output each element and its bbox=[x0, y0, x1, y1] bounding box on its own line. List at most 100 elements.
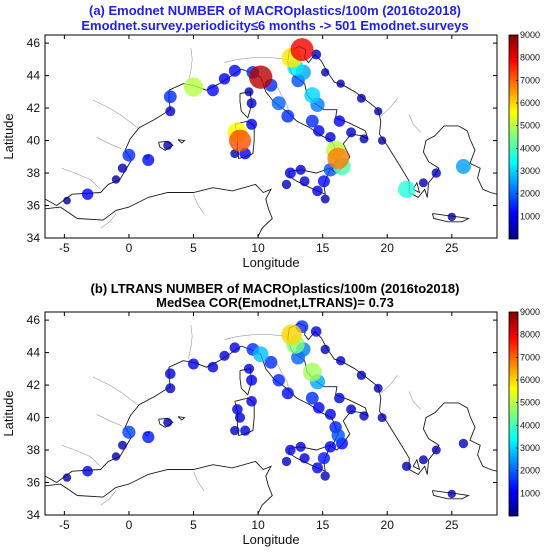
panel-b-x-tick-label: 25 bbox=[445, 518, 459, 532]
panel-b-data-point bbox=[312, 462, 323, 474]
panel-b-data-point bbox=[334, 392, 345, 404]
panel-b-data-point bbox=[118, 440, 127, 450]
panel-a-data-point bbox=[218, 73, 231, 85]
panel-a-x-tick-label: 10 bbox=[251, 241, 265, 255]
panel-b-data-point bbox=[246, 374, 258, 386]
panel-a-data-point bbox=[333, 115, 346, 127]
panel-b-data-point bbox=[320, 344, 330, 355]
panel-b-river-0 bbox=[61, 444, 101, 467]
panel-b-colorbar-tick-label: 5000 bbox=[520, 398, 540, 408]
panel-a-y-tick-label: 36 bbox=[27, 199, 41, 213]
panel-a-coastline-2 bbox=[288, 167, 332, 195]
panel-b-y-tick-label: 40 bbox=[27, 411, 41, 425]
panel-a-x-axis-label: Longitude bbox=[242, 255, 299, 270]
panel-b-data-point bbox=[458, 438, 469, 449]
panel-b-colorbar-tick-label: 6000 bbox=[520, 375, 540, 385]
panel-a-data-point bbox=[81, 188, 94, 200]
panel-b-data-point bbox=[188, 358, 199, 370]
panel-b-y-tick-label: 38 bbox=[27, 443, 41, 457]
panel-a-data-point bbox=[311, 49, 322, 60]
panel-b-coastline-1 bbox=[45, 460, 273, 514]
panel-b-data-point bbox=[418, 455, 428, 465]
panel-a-colorbar-tick-label: 6000 bbox=[520, 98, 540, 108]
panel-a-coastline-8 bbox=[431, 213, 471, 223]
panel-b-y-tick-label: 34 bbox=[27, 508, 41, 522]
panel-a-colorbar bbox=[508, 34, 519, 240]
panel-b-data-point bbox=[317, 452, 330, 465]
panel-b-data-point bbox=[299, 453, 310, 464]
panel-a-y-tick-label: 44 bbox=[27, 69, 41, 83]
panel-a-data-point bbox=[246, 118, 258, 130]
panel-a-data-point bbox=[244, 87, 254, 97]
panel-a-data-point bbox=[111, 175, 121, 184]
panel-b-data-point bbox=[313, 402, 325, 414]
panel-a-data-point bbox=[356, 93, 366, 103]
panel-a-colorbar-tick-label: 3000 bbox=[520, 166, 540, 176]
panel-a-data-point bbox=[142, 154, 155, 166]
panel-a-data-point bbox=[165, 106, 176, 117]
panel-a-y-axis-label: Latitude bbox=[1, 113, 16, 159]
panel-a-data-point bbox=[206, 84, 219, 97]
panel-a-data-point bbox=[246, 98, 257, 109]
panel-b-river-3 bbox=[188, 324, 193, 360]
panel-b-data-point bbox=[324, 441, 337, 453]
panel-a-y-tick-label: 42 bbox=[27, 101, 41, 115]
panel-a-data-point bbox=[299, 176, 310, 187]
panel-a-x-tick-label: 5 bbox=[190, 241, 197, 255]
panel-b-river-7 bbox=[408, 391, 422, 410]
panel-b-coastline-2 bbox=[288, 444, 332, 472]
panel-b-data-point bbox=[252, 346, 269, 363]
panel-a-data-point bbox=[312, 185, 323, 197]
panel-a-data-point bbox=[117, 163, 128, 173]
panel-a-data-point bbox=[163, 140, 173, 150]
panel-a-river-2 bbox=[92, 99, 140, 130]
panel-a-plot-area bbox=[45, 35, 497, 238]
panel-a-colorbar-tick-label: 5000 bbox=[520, 121, 540, 131]
panel-a-river-1 bbox=[96, 137, 122, 149]
panel-a-data-point bbox=[398, 180, 416, 198]
panel-b-data-point bbox=[165, 383, 176, 394]
panel-a-data-point bbox=[228, 64, 241, 77]
panel-b-data-point bbox=[447, 489, 456, 499]
panel-b-data-point bbox=[230, 425, 240, 436]
panel-a-y-tick-label: 40 bbox=[27, 134, 41, 148]
panel-b-colorbar-tick-label: 3000 bbox=[520, 443, 540, 453]
panel-a-x-tick-label: 0 bbox=[126, 241, 133, 255]
panel-b-plot: -5 0 5 10 15 20 25 34 36 38 40 42 44 46 Longitude Latit… bbox=[1, 307, 540, 547]
panel-b-data-point bbox=[295, 441, 306, 452]
panel-a-x-tick-label: 15 bbox=[316, 241, 330, 255]
panel-b-y-axis-label: Latitude bbox=[1, 390, 16, 436]
panel-a-data-point bbox=[229, 129, 251, 152]
panel-a-data-point bbox=[447, 212, 456, 222]
panel-b-data-point bbox=[359, 411, 369, 421]
panel-a-x-tick-label: -5 bbox=[59, 241, 70, 255]
panel-b-data-point bbox=[142, 430, 155, 444]
panel-a-colorbar-tick-label: 8000 bbox=[520, 53, 540, 63]
panel-a-data-point bbox=[377, 136, 387, 145]
panel-b-data-point bbox=[281, 387, 294, 400]
panel-a-data-point bbox=[271, 96, 286, 111]
panel-b-title: (b) LTRANS NUMBER of MACROplastics/100m … bbox=[91, 281, 460, 296]
panel-b-river-2 bbox=[92, 376, 140, 407]
panel-a-subtitle: Emodnet.survey.periodicity≤6 months -> 5… bbox=[81, 18, 468, 33]
panel-a-data-point bbox=[284, 167, 296, 179]
panel-a-data-point bbox=[320, 194, 330, 204]
panel-a-data-point bbox=[455, 159, 471, 174]
panel-a-data-point bbox=[230, 149, 240, 159]
panel-a-river-8 bbox=[100, 213, 117, 229]
panel-a-river-3 bbox=[188, 47, 193, 83]
panel-a-colorbar-tick-label: 7000 bbox=[520, 75, 540, 85]
panel-b-data-point bbox=[302, 362, 322, 382]
panel-b-x-tick-label: 15 bbox=[316, 518, 330, 532]
panel-a-river-6 bbox=[380, 98, 398, 117]
panel-b-map bbox=[45, 320, 497, 514]
panel-b-data-point bbox=[240, 425, 251, 436]
panel-b-x-tick-label: 5 bbox=[190, 518, 197, 532]
panel-b-y-tick-label: 36 bbox=[27, 476, 41, 490]
panel-a-data-point bbox=[327, 147, 350, 170]
panel-b-river-9 bbox=[193, 471, 205, 491]
panel-a-river-7 bbox=[408, 114, 422, 133]
panel-a-data-point bbox=[346, 127, 357, 138]
panel-b-coastline-6 bbox=[177, 416, 186, 421]
